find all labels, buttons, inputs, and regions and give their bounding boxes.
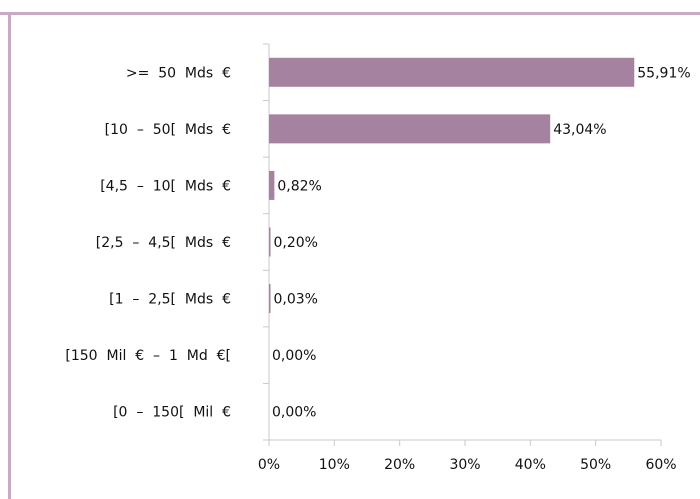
data-label: 43,04% — [553, 122, 606, 138]
bar — [269, 57, 635, 87]
bars — [269, 57, 635, 314]
frame-border-top — [0, 12, 700, 15]
bar — [269, 227, 271, 257]
category-label: [4,5 – 10[ Mds € — [100, 178, 231, 194]
data-label: 0,82% — [277, 178, 321, 194]
x-tick-label: 40% — [515, 457, 546, 473]
x-tick-label: 10% — [319, 457, 350, 473]
x-tick-label: 60% — [645, 457, 676, 473]
x-tick-label: 0% — [258, 457, 280, 473]
data-label: 0,20% — [274, 235, 318, 251]
category-label: [1 – 2,5[ Mds € — [109, 292, 231, 308]
data-label: 0,00% — [272, 405, 316, 421]
category-label: [10 – 50[ Mds € — [105, 122, 231, 138]
data-labels: 55,91% 43,04% 0,82% 0,20% 0,03% 0,00% 0,00% — [272, 65, 691, 420]
bar — [269, 284, 271, 314]
bar — [269, 170, 275, 200]
category-label: [2,5 – 4,5[ Mds € — [96, 235, 231, 251]
data-label: 0,00% — [272, 348, 316, 364]
x-tick-label: 20% — [384, 457, 415, 473]
category-labels: >= 50 Mds € [10 – 50[ Mds € [4,5 – 10[ Mds… — [65, 65, 231, 420]
x-tick-label: 50% — [580, 457, 611, 473]
plot-area — [263, 43, 661, 446]
data-label: 0,03% — [274, 292, 318, 308]
frame-border-left — [8, 12, 11, 499]
x-axis-ticks: 0% 10% 20% 30% 40% 50% 60% — [258, 440, 677, 473]
category-label: >= 50 Mds € — [126, 65, 231, 81]
bar — [269, 114, 551, 144]
category-label: [0 – 150[ Mil € — [113, 405, 231, 421]
x-tick-label: 30% — [449, 457, 480, 473]
category-label: [150 Mil € – 1 Md €[ — [65, 348, 231, 364]
data-label: 55,91% — [637, 65, 690, 81]
